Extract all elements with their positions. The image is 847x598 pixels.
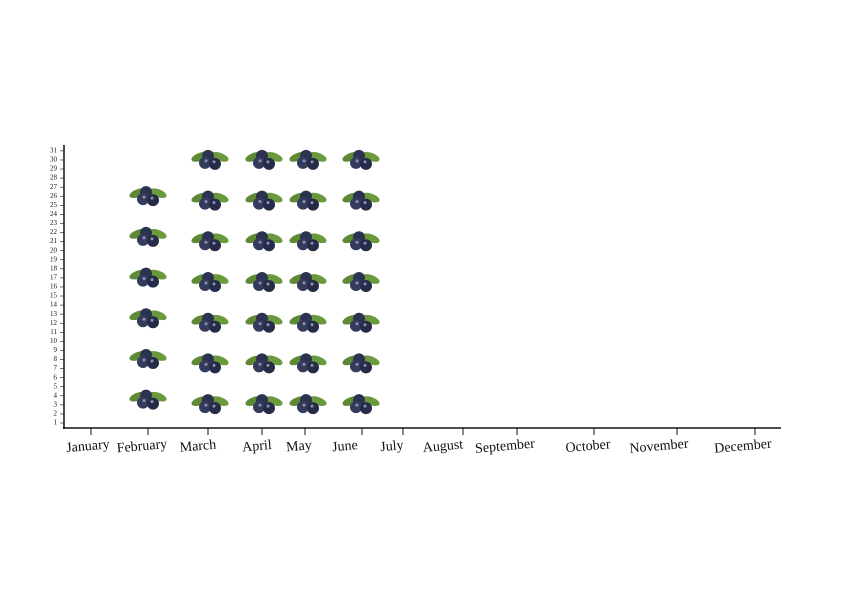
berry-icon [244, 271, 284, 292]
x-tick-label: April [242, 438, 273, 456]
berry-icon [128, 348, 168, 369]
berry-icon [288, 271, 328, 292]
y-tick-label: 6 [54, 373, 58, 381]
y-tick-label: 12 [50, 319, 58, 327]
berry-icon [128, 186, 168, 207]
y-tick-label: 27 [50, 183, 58, 191]
berry-icon [190, 353, 230, 374]
berry-icon [190, 231, 230, 252]
y-tick-label: 10 [50, 337, 58, 345]
y-tick-label: 2 [54, 410, 58, 418]
y-tick-label: 16 [50, 283, 58, 291]
y-tick-label: 19 [50, 255, 58, 263]
y-tick-label: 21 [50, 237, 58, 245]
berry-icon [341, 190, 381, 211]
berry-icon [244, 353, 284, 374]
berry-icon [244, 190, 284, 211]
x-tick-label: September [474, 437, 535, 457]
pictogram-stack [288, 149, 328, 415]
berry-icon [341, 149, 381, 170]
berry-icon [190, 149, 230, 170]
y-tick-label: 13 [50, 310, 58, 318]
y-tick-label: 31 [50, 147, 58, 155]
x-tick-label: October [565, 437, 612, 456]
y-tick-label: 15 [50, 292, 58, 300]
berry-icon [128, 308, 168, 329]
x-tick-label: March [179, 438, 217, 456]
berry-icon [190, 190, 230, 211]
y-tick-label: 24 [50, 210, 58, 218]
y-tick-label: 11 [50, 328, 57, 336]
berry-icon [244, 231, 284, 252]
x-tick-label: July [380, 438, 405, 455]
y-tick-label: 30 [50, 156, 58, 164]
berry-icon [128, 226, 168, 247]
berry-icon [244, 149, 284, 170]
berry-icon [341, 353, 381, 374]
y-tick-label: 7 [54, 364, 58, 372]
y-tick-label: 8 [54, 355, 58, 363]
y-tick-label: 3 [54, 400, 58, 408]
berry-icon [244, 394, 284, 415]
berry-icon [288, 353, 328, 374]
y-tick-label: 5 [54, 382, 58, 390]
y-tick-label: 14 [50, 301, 58, 309]
pictogram-stack [244, 149, 284, 415]
y-tick-label: 4 [54, 391, 58, 399]
pictogram-stack [341, 149, 381, 415]
y-tick-label: 23 [50, 219, 58, 227]
pictogram-stack [128, 186, 168, 410]
berry-icon [190, 271, 230, 292]
x-tick-label: June [332, 438, 359, 455]
berry-icon [244, 312, 284, 333]
berry-icon [288, 149, 328, 170]
berry-icon [341, 231, 381, 252]
berry-icon [190, 394, 230, 415]
x-tick-label: February [116, 437, 168, 456]
berry-icon [341, 394, 381, 415]
y-tick-label: 1 [54, 419, 58, 427]
x-tick-label: August [422, 437, 464, 455]
y-tick-label: 26 [50, 192, 58, 200]
y-tick-label: 17 [50, 273, 58, 281]
berry-icon [128, 389, 168, 410]
berry-icon [341, 271, 381, 292]
x-tick-label: January [66, 437, 111, 456]
y-tick-label: 28 [50, 174, 58, 182]
x-tick-label: November [629, 437, 690, 457]
pictogram-stack [190, 149, 230, 415]
berry-icon [128, 267, 168, 288]
y-tick-label: 25 [50, 201, 58, 209]
y-tick-label: 9 [54, 346, 58, 354]
berry-icon [288, 312, 328, 333]
berry-icon [288, 190, 328, 211]
y-tick-label: 22 [50, 228, 58, 236]
berry-icon [288, 394, 328, 415]
berry-icon [288, 231, 328, 252]
x-tick-label: May [286, 438, 313, 455]
x-tick-label: December [714, 437, 773, 457]
y-tick-label: 29 [50, 165, 58, 173]
y-tick-label: 18 [50, 264, 58, 272]
berry-icon [341, 312, 381, 333]
y-tick-label: 20 [50, 246, 58, 254]
berry-icon [190, 312, 230, 333]
